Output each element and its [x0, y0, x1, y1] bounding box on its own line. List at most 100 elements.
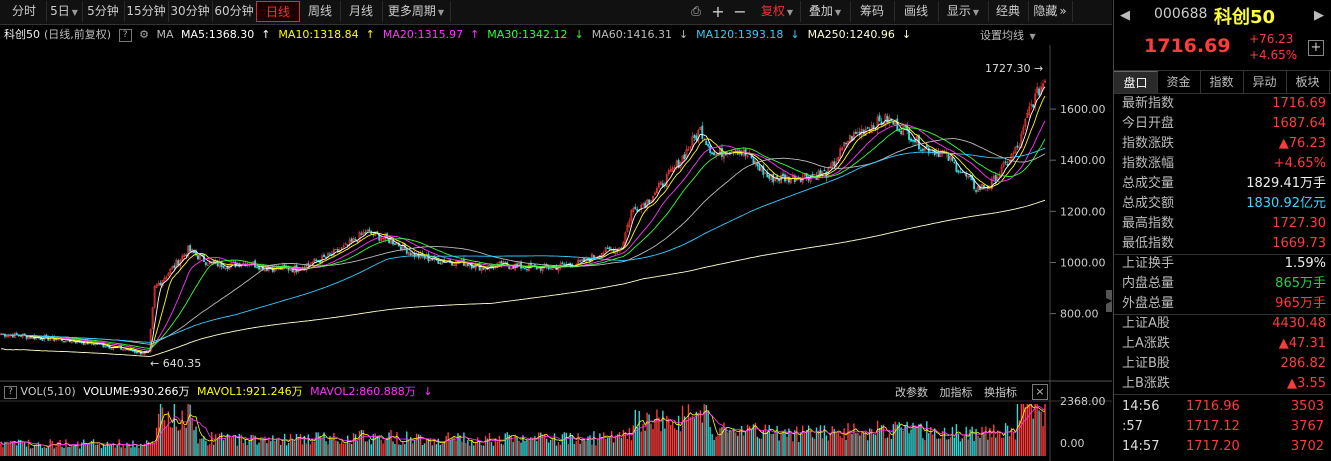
volume-bar — [740, 425, 743, 456]
ma-line — [0, 138, 1046, 345]
volume-bar — [313, 442, 315, 456]
volume-bar — [461, 441, 463, 456]
collapse-handle[interactable]: ▶ — [1106, 290, 1112, 312]
volume-bar — [587, 436, 589, 456]
panel-tab-1[interactable]: 资金 — [1157, 71, 1201, 93]
prev-arrow-icon[interactable]: ◀ — [1120, 8, 1130, 23]
candle-body — [258, 266, 260, 270]
volume-bar — [707, 411, 709, 456]
vol-help-icon[interactable]: ? — [4, 385, 17, 399]
toolbar-button-0[interactable]: 复权 ▼ — [754, 1, 801, 22]
volume-bar — [67, 447, 69, 456]
candle-body — [606, 247, 609, 249]
zoom-in-icon[interactable]: + — [711, 2, 725, 21]
stock-name: 科创50 — [1214, 7, 1276, 28]
quote-label: 上证换手 — [1122, 256, 1175, 271]
volume-bar — [900, 427, 902, 456]
candle-body — [592, 255, 595, 258]
candle-body — [758, 165, 761, 171]
volume-bar — [213, 444, 215, 456]
volume-bar — [205, 440, 207, 456]
volume-bar — [851, 433, 853, 456]
candle-body — [772, 174, 775, 183]
lock-icon[interactable]: ⎙ — [691, 4, 701, 18]
panel-tab-3[interactable]: 异动 — [1243, 71, 1287, 93]
period-tab-7[interactable]: 周线 — [300, 1, 341, 22]
period-tab-2[interactable]: 5分钟 — [82, 1, 125, 22]
quote-value: ▲47.31 — [1278, 336, 1326, 351]
add-indicator-button[interactable]: 加指标 — [939, 386, 973, 399]
volume-bar — [727, 432, 729, 456]
volume-bar — [232, 434, 235, 456]
volume-bar — [278, 437, 280, 456]
period-tab-4[interactable]: 30分钟 — [168, 1, 213, 22]
volume-bar — [868, 428, 871, 456]
volume-bar — [935, 438, 938, 456]
kline-chart[interactable]: 1600.00 1400.00 1200.00 1000.00 800.00 2368.0… — [0, 45, 1112, 461]
period-tab-3[interactable]: 15分钟 — [124, 1, 169, 22]
volume-bar — [1006, 425, 1009, 456]
candle-body — [429, 259, 432, 262]
volume-bar — [1024, 407, 1027, 456]
panel-tab-4[interactable]: 板块 — [1286, 71, 1330, 93]
toolbar-button-5[interactable]: 经典 — [988, 1, 1029, 22]
volume-bar — [695, 411, 698, 456]
volume-bar — [955, 424, 958, 456]
period-tab-9[interactable]: 更多周期 ▼ — [382, 1, 451, 22]
volume-bar — [701, 422, 703, 456]
volume-bar — [593, 431, 595, 456]
help-icon[interactable]: ? — [118, 28, 132, 42]
period-tab-0[interactable]: 分时 — [2, 1, 47, 22]
candle-body — [104, 346, 107, 348]
toolbar-button-1[interactable]: 叠加 ▼ — [800, 1, 851, 22]
stock-code: 000688 — [1154, 6, 1208, 22]
panel-tab-0[interactable]: 盘口 — [1114, 71, 1158, 94]
volume-bar — [803, 433, 806, 456]
volume-bar — [372, 434, 374, 456]
toolbar-button-4[interactable]: 显示 ▼ — [938, 1, 989, 22]
volume-bar — [118, 439, 120, 456]
volume-bar — [632, 425, 635, 456]
volume-bar — [1012, 431, 1015, 456]
volume-bar — [335, 440, 337, 456]
add-watchlist-icon[interactable]: + — [1308, 40, 1324, 56]
volume-bar — [21, 442, 24, 456]
period-tab-5[interactable]: 60分钟 — [212, 1, 257, 22]
ma-settings-button[interactable]: 设置均线 ▼ — [980, 29, 1036, 42]
candle-body — [1026, 112, 1029, 118]
period-tab-8[interactable]: 月线 — [340, 1, 383, 22]
settings-gear-icon[interactable]: ⚙ — [139, 28, 149, 41]
period-tab-6[interactable]: 日线 — [256, 1, 300, 22]
change-params-button[interactable]: 改参数 — [895, 386, 928, 399]
ma-value-5: MA120:1393.18 ↓ — [696, 28, 800, 41]
volume-bar — [677, 415, 680, 456]
volume-bar — [163, 420, 166, 456]
candle-body — [198, 254, 201, 260]
candle-body — [1028, 106, 1031, 116]
candle-body — [49, 338, 52, 341]
toolbar-button-2[interactable]: 筹码 — [850, 1, 895, 22]
toolbar-button-6[interactable]: 隐藏» — [1028, 1, 1073, 22]
period-tab-1[interactable]: 5日 ▼ — [46, 1, 83, 22]
close-icon[interactable]: × — [1032, 384, 1048, 400]
volume-bar — [1008, 436, 1011, 456]
volume-bar — [658, 417, 660, 456]
candle-body — [898, 130, 901, 132]
quote-row: 上B涨跌 ▲3.55 — [1114, 374, 1331, 394]
candle-body — [914, 139, 916, 143]
candle-body — [153, 286, 156, 308]
candle-body — [360, 233, 363, 235]
volume-bar — [583, 439, 585, 456]
panel-tab-2[interactable]: 指数 — [1200, 71, 1244, 93]
volume-bar — [421, 444, 424, 456]
candle-body — [981, 184, 983, 190]
candle-body — [344, 243, 347, 245]
toolbar-button-3[interactable]: 画线 — [894, 1, 939, 22]
quote-value: ▲3.55 — [1287, 376, 1326, 391]
ma-line — [0, 199, 1046, 357]
volume-bar — [762, 430, 765, 456]
zoom-out-icon[interactable]: − — [733, 2, 747, 21]
next-arrow-icon[interactable]: ▶ — [1314, 8, 1324, 23]
quote-row: 上证A股 4430.48 — [1114, 314, 1331, 334]
switch-indicator-button[interactable]: 换指标 — [984, 386, 1017, 399]
